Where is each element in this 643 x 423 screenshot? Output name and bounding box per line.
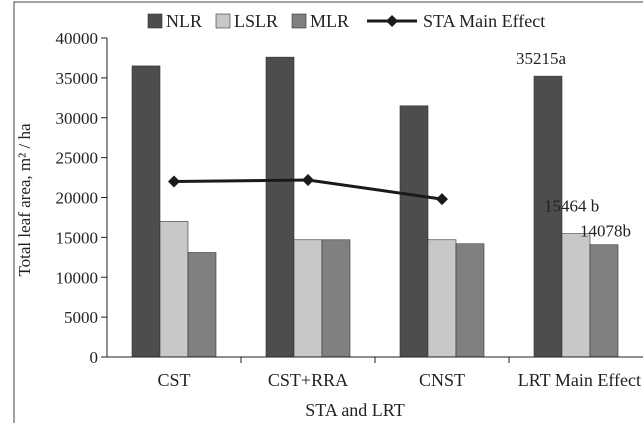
legend-swatch-mlr — [291, 13, 307, 29]
line-point-cnst — [436, 193, 448, 206]
legend-swatch-lslr — [215, 13, 231, 29]
legend: NLR LSLR MLR STA Main Effect — [147, 11, 545, 31]
legend-label-mlr: MLR — [310, 11, 349, 31]
bar-mlr-cst — [187, 252, 217, 358]
bars — [131, 56, 619, 358]
bar-lslr-cnst — [427, 239, 457, 358]
data-label-nlr: 35215a — [516, 49, 567, 68]
bar-mlr-lrt-main-effect — [589, 244, 619, 358]
bar-lslr-cst-rra — [293, 239, 323, 358]
bar-mlr-cst-rra — [321, 239, 351, 358]
legend-swatch-nlr — [147, 13, 163, 29]
bar-nlr-cst-rra — [265, 56, 295, 358]
x-category-label-cnst: CNST — [419, 370, 465, 390]
y-tick-label: 40000 — [56, 29, 99, 48]
y-tick-label: 35000 — [56, 69, 99, 88]
sta-line — [168, 173, 448, 206]
bar-lslr-cst — [159, 221, 189, 358]
legend-label-sta-main-effect: STA Main Effect — [423, 11, 545, 31]
y-axis-label: Total leaf area, m² / ha — [15, 123, 34, 277]
data-label-lslr: 15464 b — [544, 197, 599, 216]
y-axis-ticks: 0 5000 10000 15000 20000 25000 30000 35000 40000 — [56, 29, 510, 367]
bar-nlr-cst — [131, 65, 161, 358]
data-label-mlr: 14078b — [580, 222, 631, 241]
bar-nlr-cnst — [399, 105, 429, 358]
y-tick-label: 5000 — [64, 308, 98, 327]
data-labels: 35215a 15464 b 14078b — [516, 49, 631, 241]
x-axis-label: STA and LRT — [305, 400, 404, 420]
y-tick-label: 20000 — [56, 189, 99, 208]
bar-mlr-cnst — [455, 243, 485, 358]
y-tick-label: 10000 — [56, 268, 99, 287]
legend-label-nlr: NLR — [166, 11, 202, 31]
line-point-cst — [168, 175, 180, 188]
x-category-label-cst: CST — [157, 370, 190, 390]
bar-nlr-lrt-main-effect — [533, 75, 563, 358]
bar-lslr-lrt-main-effect — [561, 233, 591, 358]
legend-label-lslr: LSLR — [234, 11, 278, 31]
y-tick-label: 25000 — [56, 149, 99, 168]
y-tick-label: 30000 — [56, 109, 99, 128]
line-point-cst-rra — [302, 173, 314, 186]
x-category-label-lrt-main-effect: LRT Main Effect — [518, 370, 641, 390]
y-tick-label: 15000 — [56, 228, 99, 247]
y-tick-label: 0 — [90, 348, 99, 367]
x-category-label-cst-rra: CST+RRA — [268, 370, 348, 390]
legend-marker-sta-main-effect — [386, 15, 399, 27]
chart-frame — [13, 1, 643, 423]
x-axis-categories: CST CST+RRA CNST LRT Main Effect — [157, 370, 641, 390]
